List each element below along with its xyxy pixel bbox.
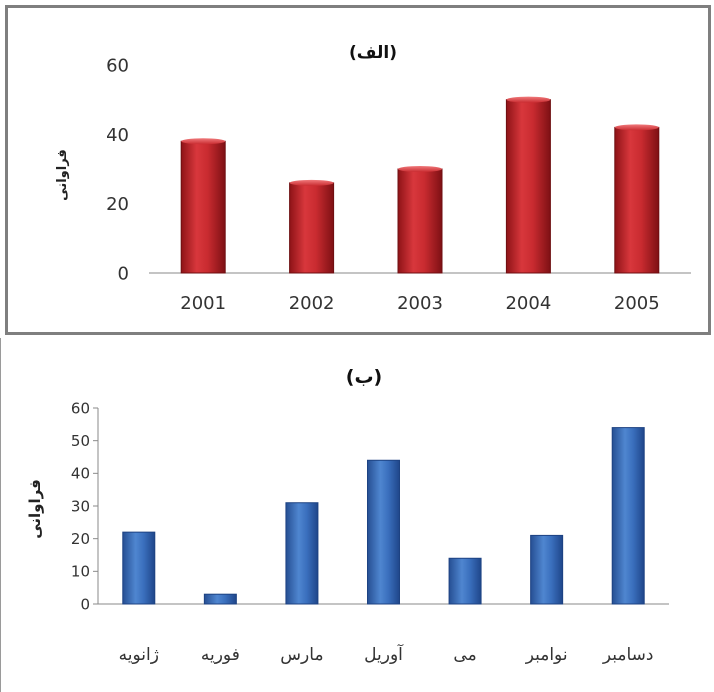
chart-a-plot: 0 20 40 60 2001 2002 2003 2004 2005 <box>106 55 691 314</box>
x-tick-label: ژانویه <box>119 645 159 665</box>
y-tick-label: 10 <box>71 563 90 581</box>
bar <box>122 531 156 605</box>
y-tick-label: 50 <box>71 432 90 450</box>
bar <box>614 126 660 274</box>
x-tick-label: مارس <box>280 645 323 665</box>
x-tick-label: 2001 <box>180 293 226 314</box>
x-tick-label: 2004 <box>505 293 551 314</box>
x-tick-label: فوریه <box>201 645 240 665</box>
bar <box>180 140 226 274</box>
y-tick-label: 20 <box>71 530 90 548</box>
bar <box>203 593 237 605</box>
chart-b-panel: (ب) فراوانی 0 10 20 30 40 50 60 ژانویه فوریه مارس… <box>0 338 714 692</box>
y-tick-label: 20 <box>106 194 129 215</box>
y-tick-label: 60 <box>106 55 129 76</box>
y-tick-label: 0 <box>118 263 129 284</box>
y-tick-label: 40 <box>71 465 90 483</box>
bar-top-highlight <box>398 166 442 172</box>
bar <box>530 534 564 605</box>
chart-b-ylabel: فراوانی <box>26 479 44 539</box>
x-tick-label: دسامبر <box>602 645 654 665</box>
chart-b-title: (ب) <box>346 366 382 388</box>
chart-b: (ب) فراوانی 0 10 20 30 40 50 60 ژانویه فوریه مارس… <box>26 366 669 665</box>
y-tick-label: 40 <box>106 125 129 146</box>
bar-top-highlight <box>289 179 334 186</box>
x-tick-label: آوریل <box>364 643 404 665</box>
x-tick-label: نوامبر <box>525 645 568 665</box>
x-tick-label: 2002 <box>289 293 335 314</box>
y-tick-label: 60 <box>71 399 90 417</box>
bar <box>289 182 335 274</box>
bar <box>611 427 645 605</box>
x-tick-label: 2003 <box>397 293 443 314</box>
bar-top-highlight <box>614 124 659 131</box>
chart-b-plot: 0 10 20 30 40 50 60 ژانویه فوریه مارس آوریل می نوامب… <box>71 399 669 665</box>
y-tick-label: 0 <box>80 595 90 613</box>
chart-a-panel: (الف) فراوانی 0 20 40 60 2001 2002 2003 2004 200… <box>5 5 711 335</box>
bar <box>285 502 319 605</box>
bar-top-highlight <box>181 138 226 145</box>
chart-a: (الف) فراوانی 0 20 40 60 2001 2002 2003 2004 200… <box>55 43 691 314</box>
bar <box>397 168 443 274</box>
x-tick-label: 2005 <box>614 293 660 314</box>
y-tick-label: 30 <box>71 497 90 515</box>
chart-a-title: (الف) <box>349 43 397 63</box>
bar <box>505 99 551 274</box>
bar <box>448 557 482 605</box>
x-tick-label: می <box>453 645 476 665</box>
bar <box>367 459 400 605</box>
bar-top-highlight <box>506 96 551 103</box>
chart-a-ylabel: فراوانی <box>55 149 70 201</box>
